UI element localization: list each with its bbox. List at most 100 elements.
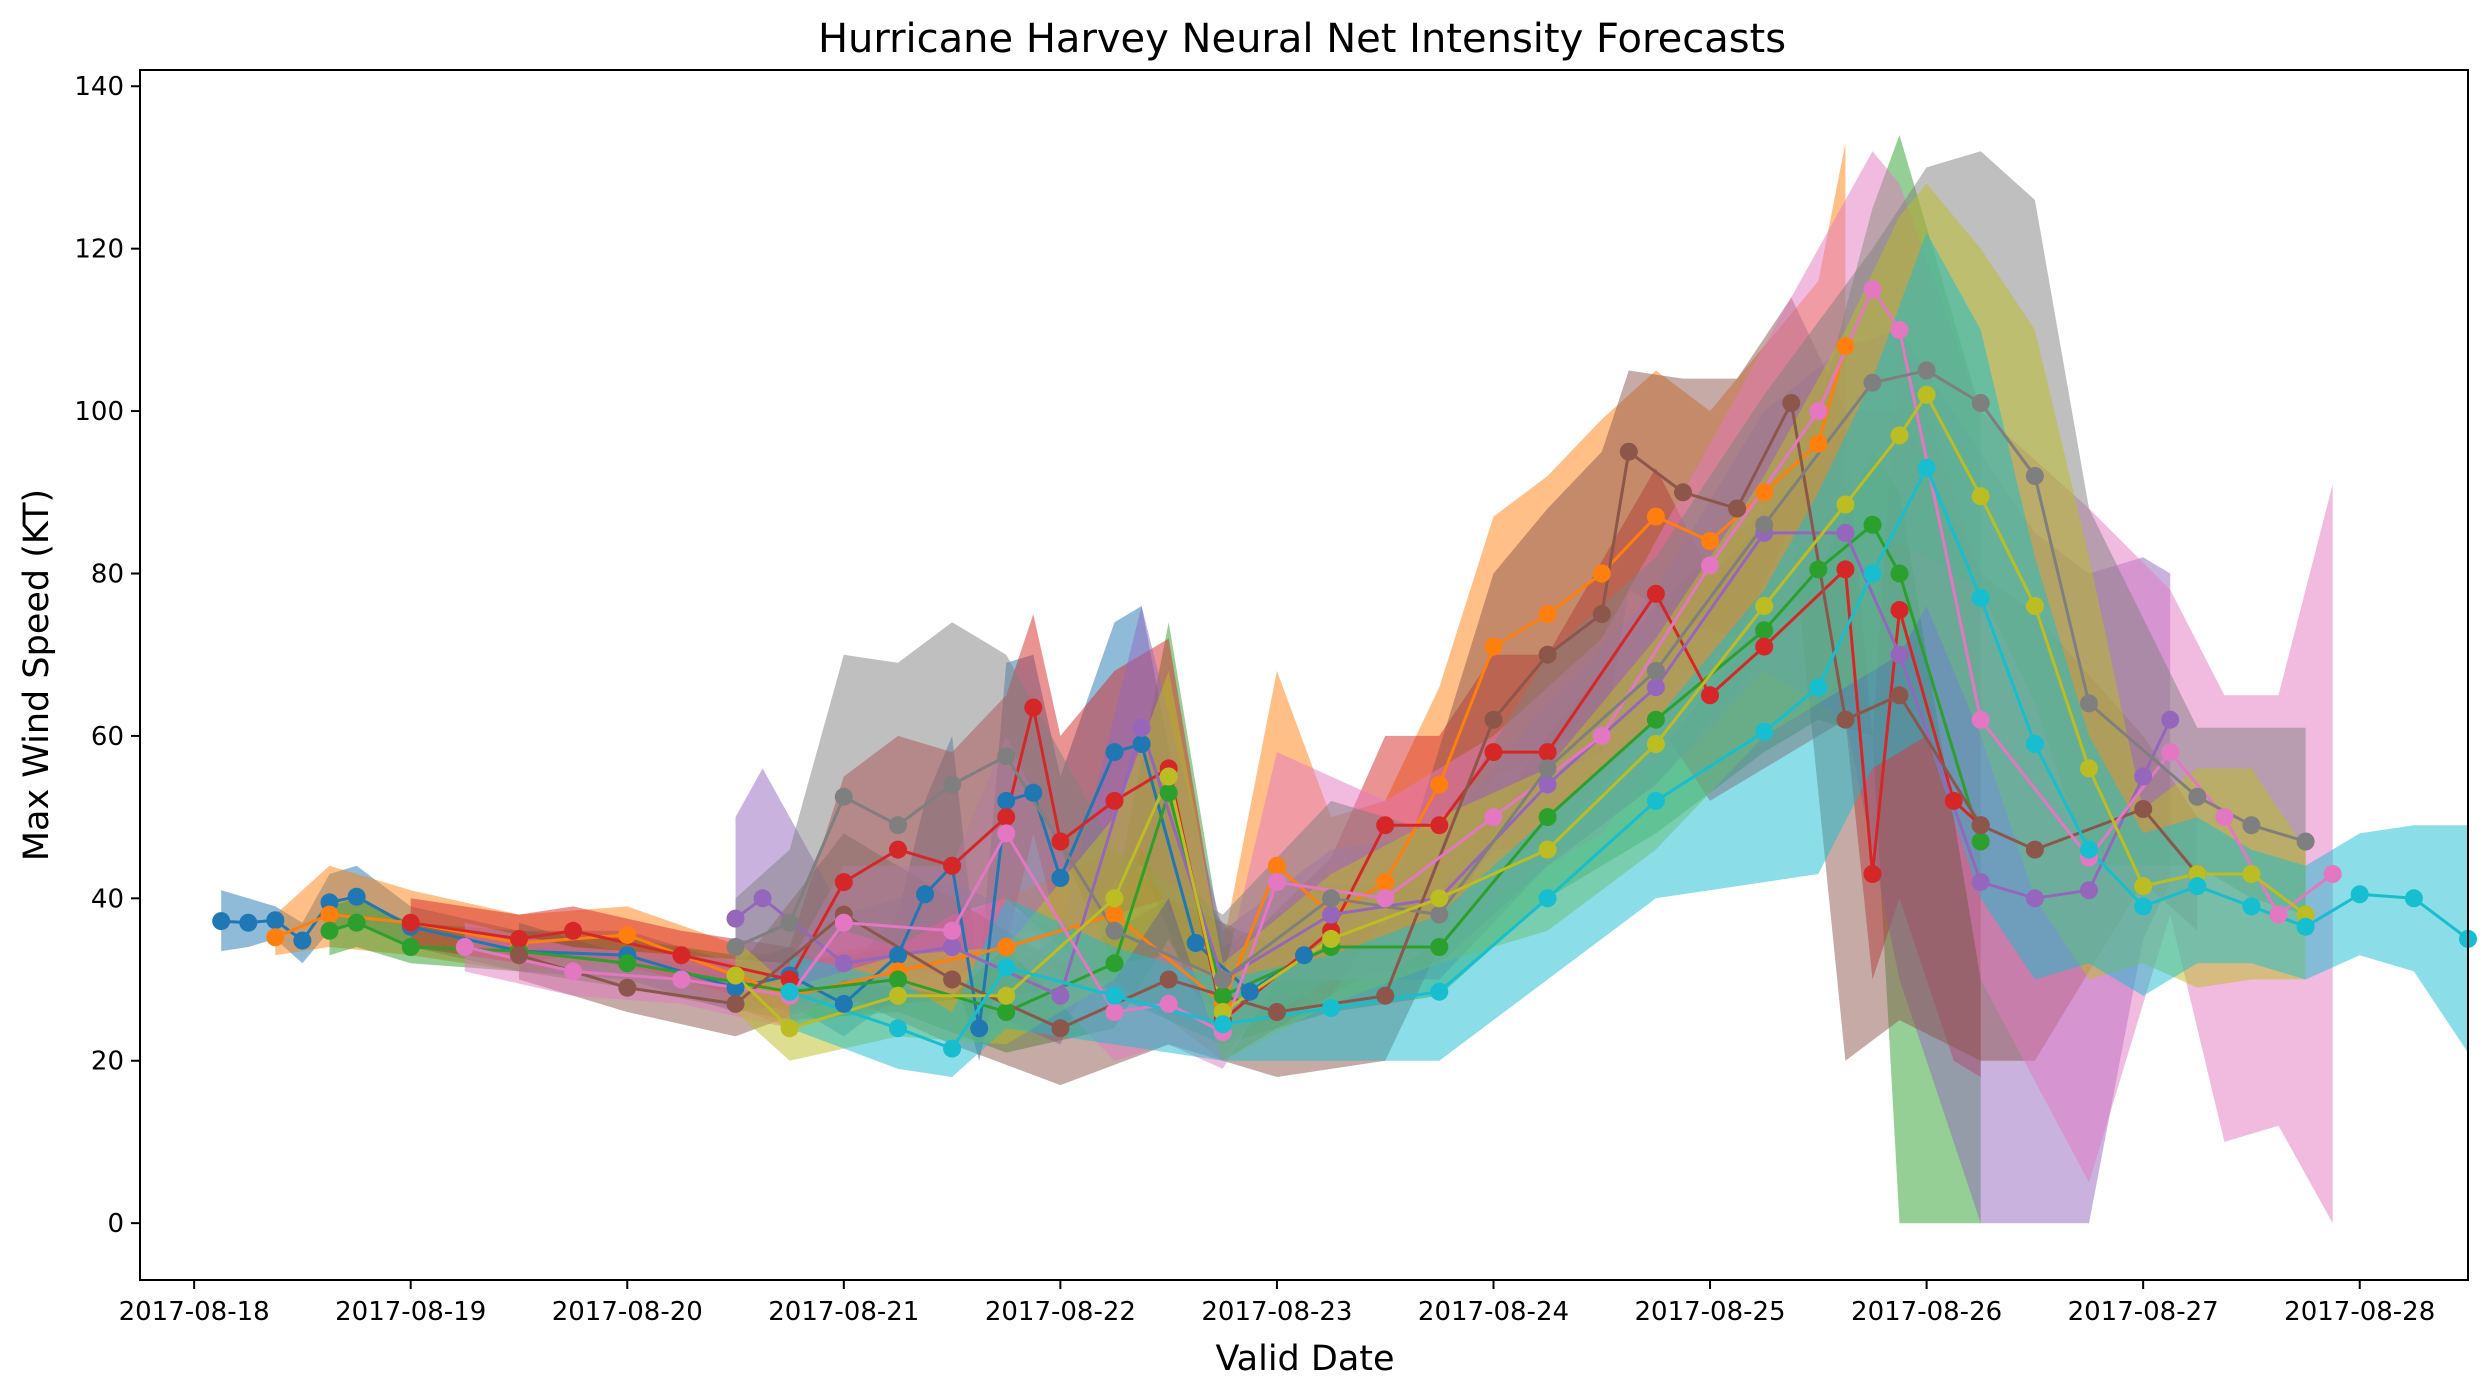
- series-3-point-1: [320, 921, 339, 940]
- series-2-point-11: [1267, 856, 1286, 875]
- series-2-point-19: [1701, 532, 1719, 550]
- x-axis: 2017-08-18 2017-08-19 2017-08-20 2017-08-21…: [119, 1280, 2435, 1327]
- series-3-point-5: [618, 954, 637, 973]
- series-9-point-12: [1755, 597, 1774, 615]
- x-tick-label-9: 2017-08-26: [1851, 1297, 2002, 1327]
- series-10-point-11: [1755, 722, 1774, 741]
- series-2-point-18: [1646, 507, 1665, 526]
- series-10-point-8: [1430, 982, 1449, 1001]
- series-4-point-25: [1890, 601, 1909, 619]
- series-3-point-19: [1890, 564, 1909, 583]
- series-3-point-3: [401, 938, 420, 956]
- series-9-point-5: [1105, 889, 1124, 908]
- series-8-point-8: [1213, 970, 1232, 989]
- series-7-point-16: [1809, 402, 1828, 421]
- series-6-point-15: [1728, 499, 1747, 518]
- series-10-point-14: [1917, 458, 1936, 477]
- series-9-point-8: [1322, 929, 1341, 948]
- series-7-point-17: [1863, 280, 1882, 299]
- series-6-point-14: [1674, 483, 1692, 502]
- series-6-point-9: [1376, 986, 1395, 1005]
- series-9-point-14: [1890, 426, 1909, 445]
- series-5-point-15: [1971, 873, 1990, 892]
- series-3-point-18: [1863, 515, 1882, 534]
- series-6-point-18: [1890, 686, 1909, 705]
- series-8-point-16: [1971, 394, 1990, 412]
- series-1-point-20: [1105, 743, 1124, 762]
- series-4-point-10: [1024, 698, 1043, 717]
- y-axis: 0 20 40 60 80 100 120 140: [74, 72, 140, 1239]
- series-8-point-21: [2296, 832, 2315, 851]
- series-8-point-10: [1430, 905, 1449, 924]
- series-3-point-11: [1213, 986, 1232, 1005]
- series-7-point-9: [1159, 994, 1178, 1013]
- series-1-point-21: [1132, 735, 1151, 753]
- series-4-point-19: [1538, 743, 1557, 762]
- series-3-point-14: [1538, 808, 1557, 827]
- series-8-point-19: [2188, 787, 2207, 806]
- x-tick-label-10: 2017-08-27: [2068, 1297, 2219, 1327]
- series-8-point-17: [2025, 467, 2044, 485]
- series-2-point-5: [618, 925, 637, 944]
- series-7-point-3: [672, 970, 691, 989]
- series-1-point-4: [293, 931, 312, 950]
- series-10-point-21: [2296, 917, 2315, 936]
- series-8-point-20: [2242, 816, 2261, 835]
- series-1-point-18: [1024, 783, 1043, 802]
- series-9-point-9: [1430, 889, 1449, 908]
- series-4-point-12: [1105, 791, 1124, 810]
- series-4-point-8: [943, 856, 962, 875]
- plot-frame: [139, 69, 2469, 1281]
- series-6-point-11: [1538, 645, 1557, 664]
- series-4-point-20: [1646, 584, 1665, 603]
- series-10-point-17: [2080, 840, 2098, 859]
- series-8-point-18: [2080, 694, 2098, 713]
- series-10-point-5: [1105, 986, 1124, 1005]
- x-tick-label-5: 2017-08-22: [985, 1297, 1136, 1327]
- y-tick-label-2: 20: [91, 1047, 124, 1077]
- series-4-point-1: [401, 913, 420, 932]
- series-9-point-4: [997, 986, 1016, 1005]
- series-4-point-22: [1755, 637, 1774, 656]
- series-8-point-13: [1755, 515, 1774, 534]
- series-10-band: [789, 232, 2469, 1077]
- series-1-point-13: [889, 946, 907, 965]
- series-9-point-19: [2134, 877, 2153, 896]
- series-7-point-11: [1267, 873, 1286, 892]
- series-8-point-7: [1105, 921, 1124, 940]
- series-3-point-8: [997, 1003, 1016, 1021]
- series-4-point-23: [1836, 560, 1855, 579]
- series-10-point-15: [1971, 588, 1990, 607]
- series-7-point-5: [834, 913, 853, 932]
- series-9-point-16: [1971, 487, 1990, 506]
- series-5-point-4: [943, 938, 962, 956]
- series-10-point-20: [2242, 897, 2261, 916]
- series-9-point-1: [726, 966, 745, 985]
- series-1-point-3: [266, 911, 285, 930]
- series-4-point-24: [1863, 865, 1882, 883]
- series-2-point-17: [1592, 564, 1611, 583]
- series-7-point-1: [455, 938, 474, 956]
- series-6-point-16: [1782, 394, 1801, 412]
- series-6-point-13: [1619, 442, 1638, 461]
- series-4-point-7: [889, 840, 907, 859]
- series-7-point-14: [1592, 726, 1611, 745]
- series-6-point-1: [510, 946, 528, 965]
- series-2-point-21: [1809, 434, 1828, 453]
- series-4-point-26: [1944, 791, 1963, 810]
- series-2-point-2: [320, 905, 339, 924]
- series-5-point-6: [1132, 718, 1151, 737]
- series-6-point-10: [1484, 710, 1503, 729]
- series-4-point-2: [510, 929, 528, 948]
- series-5-point-19: [2161, 710, 2180, 729]
- series-7-point-13: [1484, 808, 1503, 827]
- series-9-line: [734, 393, 2307, 1030]
- series-6-point-5: [943, 970, 962, 989]
- series-8-point-11: [1538, 759, 1557, 778]
- series-2-point-8: [997, 938, 1016, 956]
- series-10-point-22: [2350, 885, 2369, 904]
- series-1-point-1: [212, 912, 231, 931]
- series-6-point-20: [2025, 840, 2044, 859]
- series-2-point-22: [1836, 337, 1855, 356]
